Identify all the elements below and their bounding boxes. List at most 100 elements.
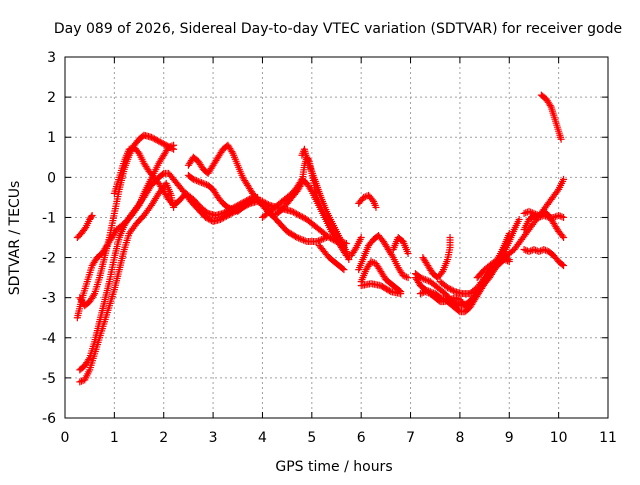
y-tick-label: -1: [42, 210, 56, 226]
data-point: [492, 257, 500, 265]
data-point: [444, 284, 452, 292]
x-tick-label: 8: [455, 430, 464, 446]
data-point: [368, 196, 376, 204]
data-point: [423, 288, 431, 296]
data-point: [76, 378, 84, 386]
data-point: [168, 144, 176, 152]
data-point: [556, 212, 564, 220]
data-point: [416, 274, 424, 282]
data-point: [319, 235, 327, 243]
data-point: [298, 213, 306, 221]
data-point: [295, 211, 303, 219]
x-tick-label: 1: [110, 430, 119, 446]
data-point: [189, 175, 197, 183]
data-point: [134, 148, 142, 156]
series-arc-k: [315, 242, 348, 274]
data-point: [360, 193, 368, 201]
series-arc-a: [73, 211, 96, 241]
data-point: [535, 248, 543, 256]
data-point: [437, 269, 445, 277]
series-arc-j: [298, 145, 353, 264]
plot-frame: [64, 56, 609, 419]
data-point: [150, 135, 158, 143]
data-point: [270, 211, 278, 219]
y-tick-label: 2: [47, 90, 56, 106]
data-point: [77, 377, 85, 385]
data-point: [453, 294, 461, 302]
data-point: [558, 213, 566, 221]
data-point: [202, 213, 210, 221]
data-point: [449, 287, 457, 295]
data-point: [515, 215, 523, 223]
data-point: [560, 234, 568, 241]
x-tick-label: 0: [61, 430, 70, 446]
series-arc-l: [355, 191, 380, 211]
data-point: [372, 203, 380, 211]
data-point: [388, 252, 396, 260]
data-point: [291, 209, 299, 217]
data-point: [165, 143, 173, 151]
data-point: [420, 275, 428, 283]
data-point: [292, 233, 300, 241]
series-arc-c: [76, 131, 178, 310]
data-point: [497, 255, 505, 263]
data-point: [448, 286, 456, 294]
x-axis-label: GPS time / hours: [275, 459, 392, 475]
data-point: [87, 213, 95, 221]
data-point: [557, 135, 565, 143]
data-point: [553, 187, 561, 195]
data-point: [158, 139, 166, 147]
data-point: [558, 261, 566, 269]
data-point: [446, 234, 454, 241]
x-tick-label: 10: [550, 430, 568, 446]
series-arc-t: [419, 234, 454, 282]
y-tick-label: -4: [42, 331, 56, 347]
data-point: [530, 246, 538, 254]
data-point: [296, 235, 304, 243]
y-tick-label: 1: [47, 130, 56, 146]
data-point: [525, 207, 533, 215]
data-point: [206, 216, 214, 224]
data-point: [161, 140, 169, 148]
data-point: [560, 213, 568, 221]
data-point: [418, 289, 426, 297]
data-point: [399, 272, 407, 280]
data-point: [153, 136, 161, 144]
data-point: [416, 290, 424, 298]
data-point: [155, 137, 163, 145]
axis-ticks: 0 1 2 3 4 5 6 7 8 9 10 11 -6 -5 -4 -3 -2 -1 0 1 2 3: [42, 50, 617, 446]
data-point: [445, 284, 453, 292]
data-point: [530, 209, 538, 217]
data-point: [527, 247, 535, 255]
data-point: [421, 276, 429, 284]
y-tick-label: -6: [42, 411, 56, 427]
data-point: [462, 301, 470, 309]
data-point: [164, 142, 172, 150]
x-tick-label: 6: [357, 430, 366, 446]
data-point: [162, 141, 170, 149]
y-tick-label: -2: [42, 251, 56, 267]
data-point: [318, 236, 326, 244]
data-point: [560, 262, 568, 270]
data-point: [469, 295, 477, 303]
data-point: [558, 232, 566, 240]
data-point: [532, 246, 540, 254]
data-point: [528, 209, 536, 217]
chart-title: Day 089 of 2026, Sidereal Day-to-day VTE…: [54, 21, 622, 37]
y-tick-label: 0: [47, 170, 56, 186]
data-point: [461, 302, 469, 310]
data-point: [90, 291, 98, 299]
data-point: [444, 296, 452, 304]
data-point: [300, 236, 308, 244]
data-point: [203, 208, 211, 216]
data-point: [198, 179, 206, 187]
data-point: [541, 246, 549, 254]
data-point: [295, 234, 303, 242]
x-tick-label: 5: [307, 430, 316, 446]
data-point: [224, 203, 232, 211]
data-point: [193, 177, 201, 185]
data-point: [448, 295, 456, 303]
data-point: [325, 234, 333, 241]
